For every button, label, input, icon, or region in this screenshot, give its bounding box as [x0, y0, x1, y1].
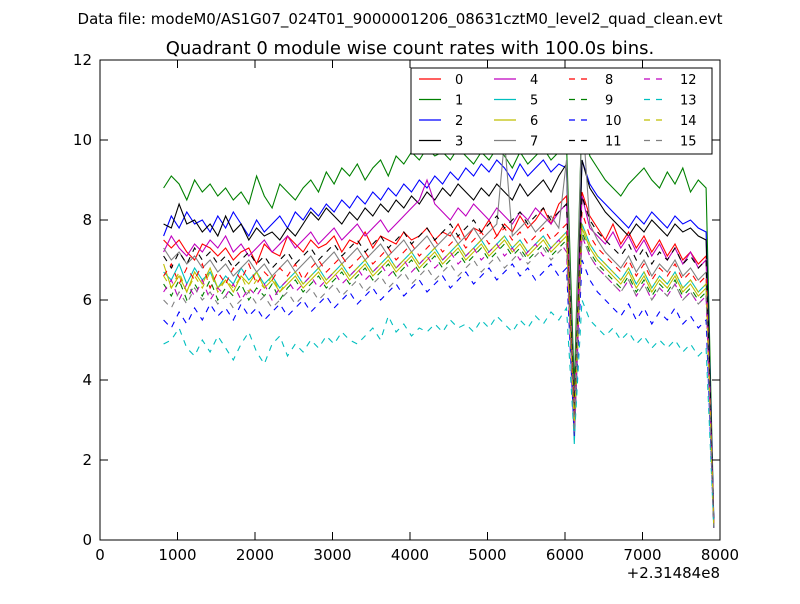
- x-tick-label: 4000: [391, 546, 429, 564]
- legend-label-15: 15: [680, 135, 697, 150]
- series-line-4: [163, 178, 715, 525]
- legend-label-10: 10: [605, 114, 622, 129]
- legend-label-7: 7: [530, 135, 538, 150]
- x-tick-label: 0: [95, 546, 105, 564]
- y-tick-label: 12: [73, 51, 92, 69]
- series-line-6: [163, 227, 715, 529]
- series-line-2: [163, 159, 715, 521]
- series-line-3: [163, 159, 715, 525]
- x-tick-label: 3000: [313, 546, 351, 564]
- y-tick-label: 4: [82, 371, 92, 389]
- figure-suptitle: Data file: modeM0/AS1G07_024T01_90000012…: [78, 10, 723, 29]
- series-line-7: [163, 107, 715, 525]
- legend-label-11: 11: [605, 135, 622, 150]
- legend-label-6: 6: [530, 114, 538, 129]
- series-line-9: [163, 231, 715, 529]
- y-tick-label: 2: [82, 451, 92, 469]
- x-tick-label: 2000: [236, 546, 274, 564]
- y-tick-label: 0: [82, 531, 92, 549]
- x-tick-label: 5000: [468, 546, 506, 564]
- y-tick-label: 8: [82, 211, 92, 229]
- legend-label-1: 1: [455, 94, 463, 109]
- series-line-15: [163, 235, 715, 529]
- y-tick-label: 6: [82, 291, 92, 309]
- axes: 0 1000 2000 3000 4000 5000 6000 7000 80000246810…: [73, 51, 739, 582]
- x-offset-label: +2.31484e8: [627, 564, 720, 582]
- legend-label-2: 2: [455, 114, 463, 129]
- legend-label-14: 14: [680, 114, 697, 129]
- legend-label-9: 9: [605, 94, 613, 109]
- legend-label-12: 12: [680, 73, 697, 88]
- x-tick-label: 8000: [701, 546, 739, 564]
- x-tick-label: 6000: [546, 546, 584, 564]
- series-line-0: [163, 191, 715, 525]
- y-tick-label: 10: [73, 131, 92, 149]
- chart-title: Quadrant 0 module wise count rates with …: [166, 38, 655, 59]
- legend-label-3: 3: [455, 135, 463, 150]
- series-line-10: [163, 259, 715, 529]
- x-tick-label: 7000: [623, 546, 661, 564]
- x-tick-label: 1000: [158, 546, 196, 564]
- legend-label-13: 13: [680, 94, 697, 109]
- legend-label-8: 8: [605, 73, 613, 88]
- legend-label-4: 4: [530, 73, 538, 88]
- legend-label-5: 5: [530, 94, 538, 109]
- series-line-14: [163, 223, 715, 529]
- legend-label-0: 0: [455, 73, 463, 88]
- series-line-13: [163, 299, 715, 529]
- legend-box: [410, 67, 713, 155]
